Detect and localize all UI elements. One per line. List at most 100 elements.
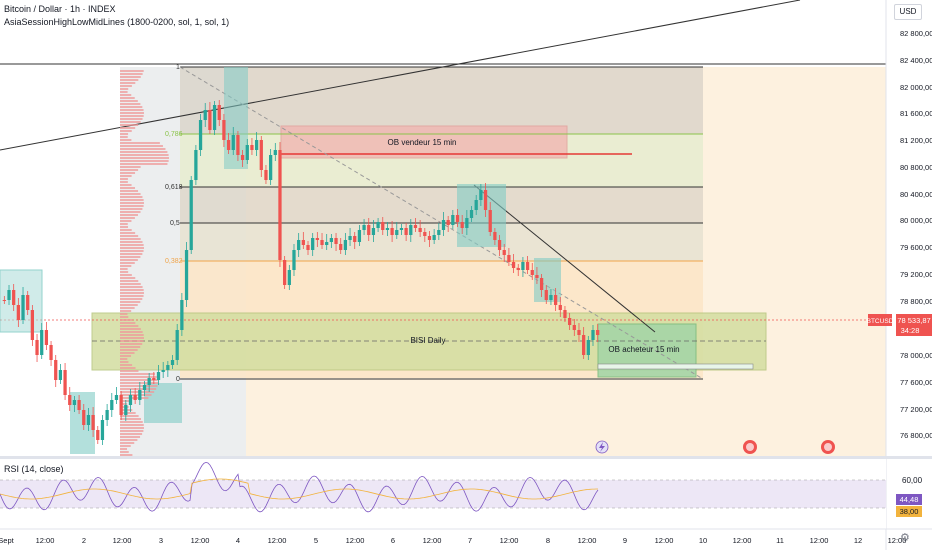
- volume-bar: [120, 343, 143, 345]
- volume-bar: [120, 376, 157, 378]
- volume-profile: [120, 70, 169, 456]
- candle-body: [572, 325, 576, 330]
- volume-bar: [120, 349, 138, 351]
- volume-bar: [120, 448, 128, 450]
- candle-body: [287, 270, 291, 285]
- volume-bar: [120, 172, 136, 174]
- time-tick: 11: [776, 536, 784, 545]
- candle-body: [311, 238, 315, 250]
- time-tick: 2: [82, 536, 86, 545]
- candle-body: [142, 385, 147, 390]
- volume-bar: [120, 253, 143, 255]
- candle-body: [297, 240, 301, 250]
- volume-bar: [120, 340, 144, 342]
- time-tick: 12:00: [346, 536, 365, 545]
- candle-body: [525, 262, 530, 270]
- candle-body: [147, 378, 151, 385]
- candle-body: [516, 268, 520, 270]
- candle-body: [40, 330, 44, 355]
- candle-body: [530, 270, 534, 275]
- candle-body: [208, 110, 212, 130]
- candle-body: [156, 372, 161, 380]
- volume-bar: [120, 388, 157, 390]
- candle-body: [250, 145, 254, 150]
- candle-body: [381, 222, 385, 230]
- candle-body: [563, 310, 567, 318]
- gear-icon[interactable]: ⚙: [900, 532, 910, 544]
- chart-title[interactable]: Bitcoin / Dollar · 1h · INDEX: [4, 4, 116, 14]
- volume-bar: [120, 256, 141, 258]
- candle-body: [558, 305, 562, 310]
- candle-body: [507, 255, 511, 262]
- candle-body: [353, 236, 357, 242]
- volume-bar: [120, 181, 128, 183]
- volume-bar: [120, 292, 144, 294]
- candle-body: [273, 150, 277, 155]
- candle-body: [367, 225, 371, 235]
- candle-body: [58, 370, 63, 380]
- volume-bar: [120, 136, 128, 138]
- time-axis[interactable]: Sept 12:00 2 12:00 3 12:00 4 12:00 5 12:00 6 12:00 7…: [0, 536, 906, 545]
- candle-body: [591, 330, 595, 340]
- volume-bar: [120, 196, 143, 198]
- indicator-label[interactable]: AsiaSessionHighLowMidLines (1800-0200, s…: [4, 17, 230, 27]
- volume-bar: [120, 238, 141, 240]
- candle-body: [152, 378, 156, 380]
- price-axis[interactable]: 82 800,00 82 400,00 82 000,00 81 600,00 81 2…: [900, 29, 932, 440]
- candle-body: [105, 410, 109, 420]
- volume-bar: [120, 190, 139, 192]
- candle-body: [451, 215, 455, 225]
- candle-body: [325, 242, 329, 245]
- volume-bar: [120, 352, 135, 354]
- volume-bar: [120, 97, 135, 99]
- candle-body: [427, 236, 432, 240]
- candle-body: [502, 250, 506, 255]
- volume-bar: [120, 313, 128, 315]
- volume-bar: [120, 370, 139, 372]
- candle-body: [114, 395, 119, 400]
- candle-body: [521, 262, 525, 270]
- volume-bar: [120, 178, 128, 180]
- volume-bar: [120, 331, 143, 333]
- price-tick: 81 600,00: [900, 109, 932, 118]
- volume-bar: [120, 298, 143, 300]
- candle-body: [26, 295, 30, 310]
- volume-bar: [120, 166, 141, 168]
- candle-body: [72, 400, 77, 405]
- ob-vendeur-zone[interactable]: [280, 125, 568, 159]
- volume-bar: [120, 112, 144, 114]
- candle-body: [437, 230, 441, 235]
- currency-button[interactable]: USD: [894, 4, 922, 20]
- volume-bar: [120, 133, 129, 135]
- candle-body: [446, 220, 450, 225]
- fib-label-1: 1: [176, 64, 180, 71]
- candle-body: [21, 295, 25, 320]
- rsi-label[interactable]: RSI (14, close): [4, 464, 64, 474]
- fib-zone-0618: [180, 187, 703, 223]
- candle-body: [362, 225, 366, 230]
- ob-acheteur-label: OB acheteur 15 min: [608, 345, 679, 354]
- countdown-text: 34:28: [901, 326, 920, 335]
- candle-body: [231, 135, 235, 150]
- volume-bar: [120, 439, 138, 441]
- fib-label-0618: 0,618: [165, 184, 183, 191]
- volume-bar: [120, 403, 128, 405]
- volume-bar: [120, 385, 158, 387]
- candle-body: [596, 330, 600, 335]
- volume-bar: [120, 151, 168, 153]
- candle-body: [16, 305, 20, 320]
- volume-bar: [120, 424, 144, 426]
- symbol-badge: [868, 314, 892, 326]
- candle-body: [553, 295, 558, 305]
- time-tick: 12:00: [810, 536, 829, 545]
- time-tick: 12: [854, 536, 862, 545]
- candle-body: [166, 365, 170, 370]
- candle-body: [371, 228, 376, 235]
- rsi-signal-badge: [896, 506, 922, 517]
- pane-separator[interactable]: [0, 456, 932, 459]
- volume-bar: [120, 223, 128, 225]
- candle-body: [455, 215, 460, 222]
- time-tick: 12:00: [191, 536, 210, 545]
- volume-bar: [120, 421, 143, 423]
